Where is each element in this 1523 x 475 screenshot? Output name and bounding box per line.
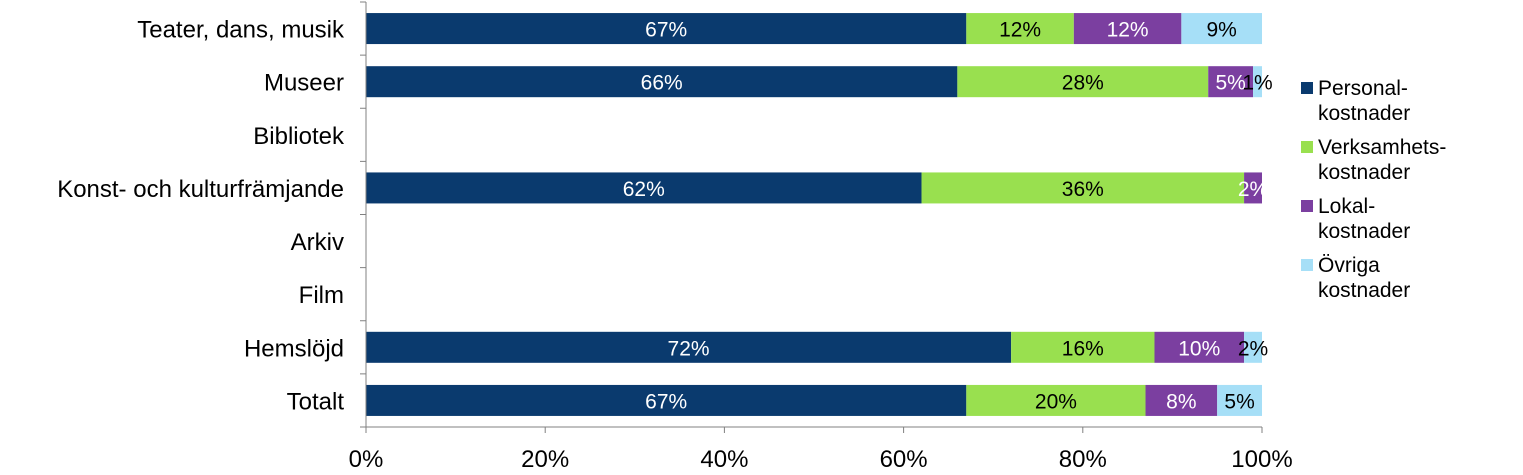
category-label: Museer — [264, 70, 344, 97]
bar-segment — [957, 66, 1209, 98]
category-label: Arkiv — [291, 229, 344, 256]
data-label: 2% — [1238, 178, 1268, 201]
x-tick-label: 40% — [700, 446, 748, 473]
bar-segment — [1181, 13, 1262, 45]
data-label: 5% — [1215, 72, 1245, 95]
legend-label: Verksamhets-kostnader — [1318, 136, 1446, 184]
data-label: 66% — [641, 72, 683, 95]
legend-swatch — [1301, 200, 1313, 212]
x-tick-label: 60% — [880, 446, 928, 473]
data-label: 20% — [1035, 390, 1077, 413]
bar-segment — [966, 384, 1146, 416]
category-label: Bibliotek — [253, 123, 345, 150]
data-label: 36% — [1062, 178, 1104, 201]
data-label: 2% — [1238, 337, 1268, 360]
category-label: Konst- och kulturfrämjande — [57, 176, 344, 203]
bar-segment — [1145, 384, 1218, 416]
data-label: 62% — [623, 178, 665, 201]
data-label: 9% — [1207, 19, 1237, 42]
bar-segment — [1244, 172, 1262, 204]
legend-label: Övriga kostnader — [1318, 254, 1410, 302]
x-tick-label: 20% — [521, 446, 569, 473]
data-label: 67% — [645, 390, 687, 413]
data-label: 72% — [668, 337, 710, 360]
data-label: 5% — [1224, 390, 1254, 413]
bar-segment — [921, 172, 1245, 204]
category-label: Film — [299, 282, 344, 309]
bar-segment — [1011, 331, 1155, 363]
data-label: 28% — [1062, 72, 1104, 95]
bar-segment — [366, 331, 1012, 363]
data-label: 16% — [1062, 337, 1104, 360]
legend-label: Personal-kostnader — [1318, 77, 1410, 125]
bar-segment — [1244, 331, 1262, 363]
bar-segment — [1253, 66, 1262, 98]
category-label: Teater, dans, musik — [137, 17, 345, 44]
legend-swatch — [1301, 141, 1313, 153]
bar-segment — [366, 66, 958, 98]
data-label: 1% — [1242, 72, 1272, 95]
data-label: 8% — [1166, 390, 1196, 413]
bar-segment — [1217, 384, 1262, 416]
bar-segment — [966, 13, 1074, 45]
bar-segment — [1073, 13, 1182, 45]
bar-segment — [366, 172, 922, 204]
legend-label: Lokal-kostnader — [1318, 195, 1410, 243]
bar-segment — [1208, 66, 1254, 98]
data-label: 67% — [645, 19, 687, 42]
category-label: Totalt — [287, 388, 345, 415]
x-tick-label: 80% — [1059, 446, 1107, 473]
data-label: 12% — [1107, 19, 1149, 42]
legend-swatch — [1301, 82, 1313, 94]
bar-segment — [366, 13, 967, 45]
bar-segment — [1154, 331, 1245, 363]
x-tick-label: 0% — [349, 446, 384, 473]
data-label: 12% — [999, 19, 1041, 42]
legend-swatch — [1301, 259, 1313, 271]
bar-segment — [366, 384, 967, 416]
category-label: Hemslöjd — [244, 335, 344, 362]
x-tick-label: 100% — [1231, 446, 1292, 473]
data-label: 10% — [1178, 337, 1220, 360]
